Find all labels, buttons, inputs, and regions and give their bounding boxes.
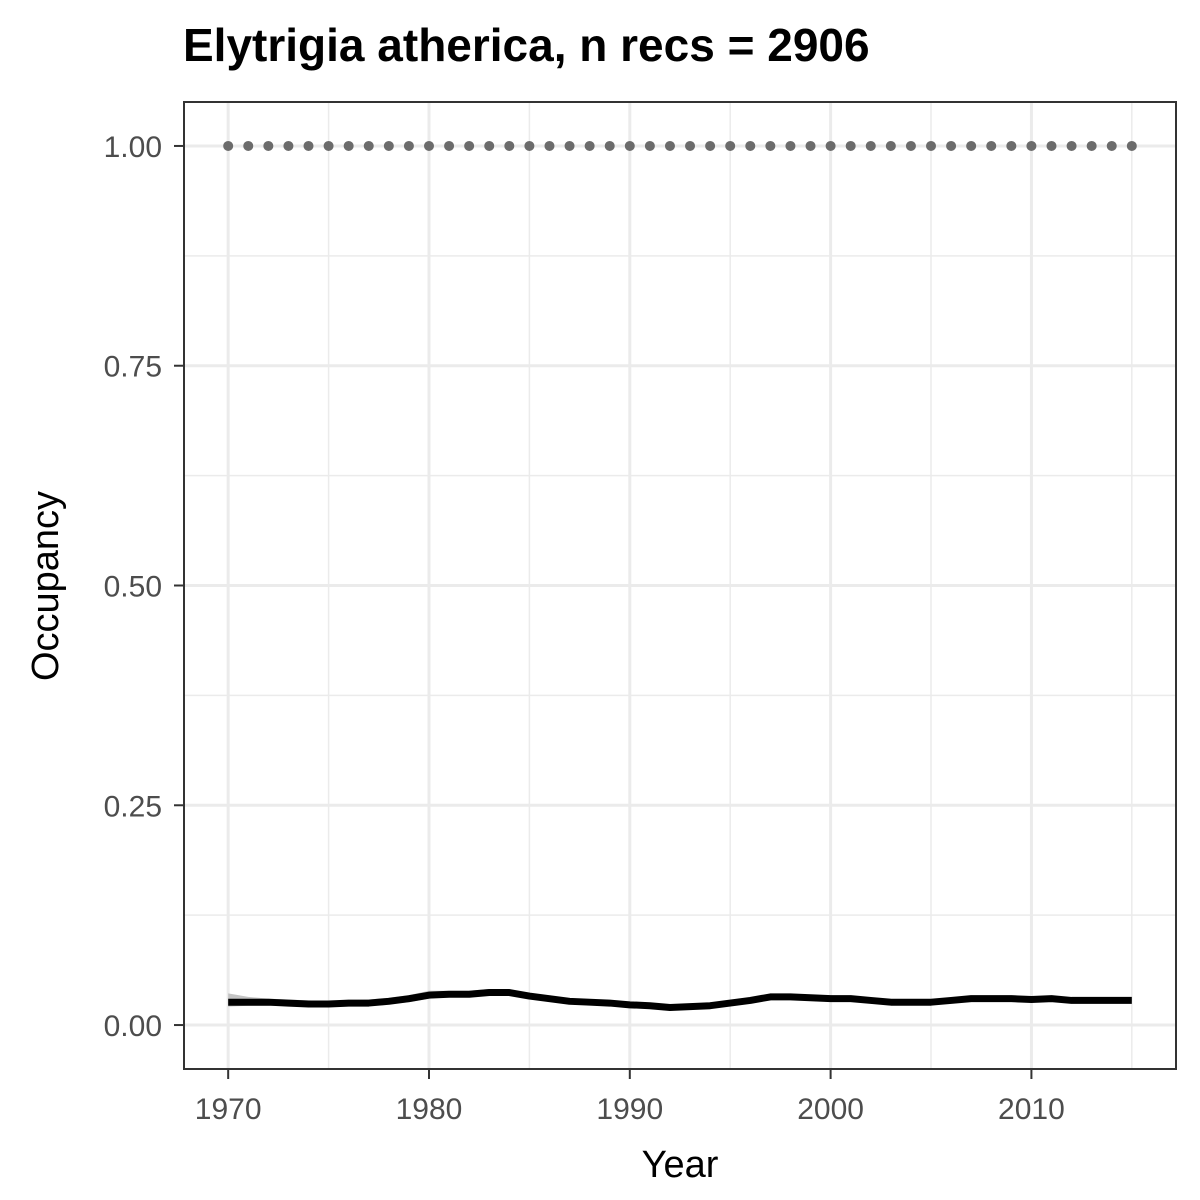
series-1-point bbox=[1066, 140, 1077, 151]
series-1-point bbox=[725, 140, 736, 151]
series-1-point bbox=[1126, 140, 1137, 151]
y-tick-label: 1.00 bbox=[104, 131, 162, 164]
series-1-point bbox=[303, 140, 314, 151]
series-1-point bbox=[664, 140, 675, 151]
series-1-point bbox=[644, 140, 655, 151]
series-1-point bbox=[885, 140, 896, 151]
series-1-point bbox=[283, 140, 294, 151]
x-tick-label: 1990 bbox=[596, 1093, 663, 1126]
series-1-point bbox=[1006, 140, 1017, 151]
y-axis: 0.00 0.25 0.50 0.75 1.00 bbox=[104, 131, 184, 1043]
series-1-point bbox=[745, 140, 756, 151]
series-1-point bbox=[584, 140, 595, 151]
series-1-point bbox=[403, 140, 414, 151]
series-1-point bbox=[825, 140, 836, 151]
x-tick-label: 2010 bbox=[998, 1093, 1065, 1126]
series-1-point bbox=[484, 140, 495, 151]
series-1-point bbox=[363, 140, 374, 151]
y-tick-label: 0.75 bbox=[104, 351, 162, 384]
series-1-point bbox=[905, 140, 916, 151]
series-1-point bbox=[1106, 140, 1117, 151]
chart-title: Elytrigia atherica, n recs = 2906 bbox=[183, 19, 870, 71]
series-1-point bbox=[805, 140, 816, 151]
series-1-point bbox=[343, 140, 354, 151]
series-0-line bbox=[228, 989, 1132, 1011]
y-tick-label: 0.25 bbox=[104, 790, 162, 823]
series-1-point bbox=[464, 140, 475, 151]
x-axis: 1970 1980 1990 2000 2010 bbox=[195, 1069, 1065, 1126]
series-1-point bbox=[444, 140, 455, 151]
series-1-point bbox=[845, 140, 856, 151]
series-1-point bbox=[624, 140, 635, 151]
series-1-point bbox=[986, 140, 997, 151]
series-1-point bbox=[544, 140, 555, 151]
series-1-point bbox=[1026, 140, 1037, 151]
series-1-point bbox=[865, 140, 876, 151]
series-1-point bbox=[223, 140, 234, 151]
series-1-point bbox=[323, 140, 334, 151]
series-1-point bbox=[926, 140, 937, 151]
series-1-point bbox=[263, 140, 274, 151]
series-1-point bbox=[383, 140, 394, 151]
x-tick-label: 2000 bbox=[797, 1093, 864, 1126]
series-1-point bbox=[604, 140, 615, 151]
series-1-point bbox=[504, 140, 515, 151]
y-axis-title: Occupancy bbox=[25, 491, 67, 681]
series-1-point bbox=[966, 140, 977, 151]
series-1-point bbox=[785, 140, 796, 151]
series-1-point bbox=[705, 140, 716, 151]
series-1-point bbox=[524, 140, 535, 151]
series-1-point bbox=[1046, 140, 1057, 151]
y-tick-label: 0.50 bbox=[104, 571, 162, 604]
series-1-point bbox=[1086, 140, 1097, 151]
series-1-point bbox=[946, 140, 957, 151]
series-1-point bbox=[243, 140, 254, 151]
series-1-point bbox=[423, 140, 434, 151]
series-1-point bbox=[564, 140, 575, 151]
series-1-point bbox=[685, 140, 696, 151]
x-tick-label: 1980 bbox=[396, 1093, 463, 1126]
series-layer bbox=[223, 140, 1137, 1011]
series-1-point bbox=[765, 140, 776, 151]
x-tick-label: 1970 bbox=[195, 1093, 262, 1126]
y-tick-label: 0.00 bbox=[104, 1010, 162, 1043]
x-axis-title: Year bbox=[642, 1144, 719, 1186]
